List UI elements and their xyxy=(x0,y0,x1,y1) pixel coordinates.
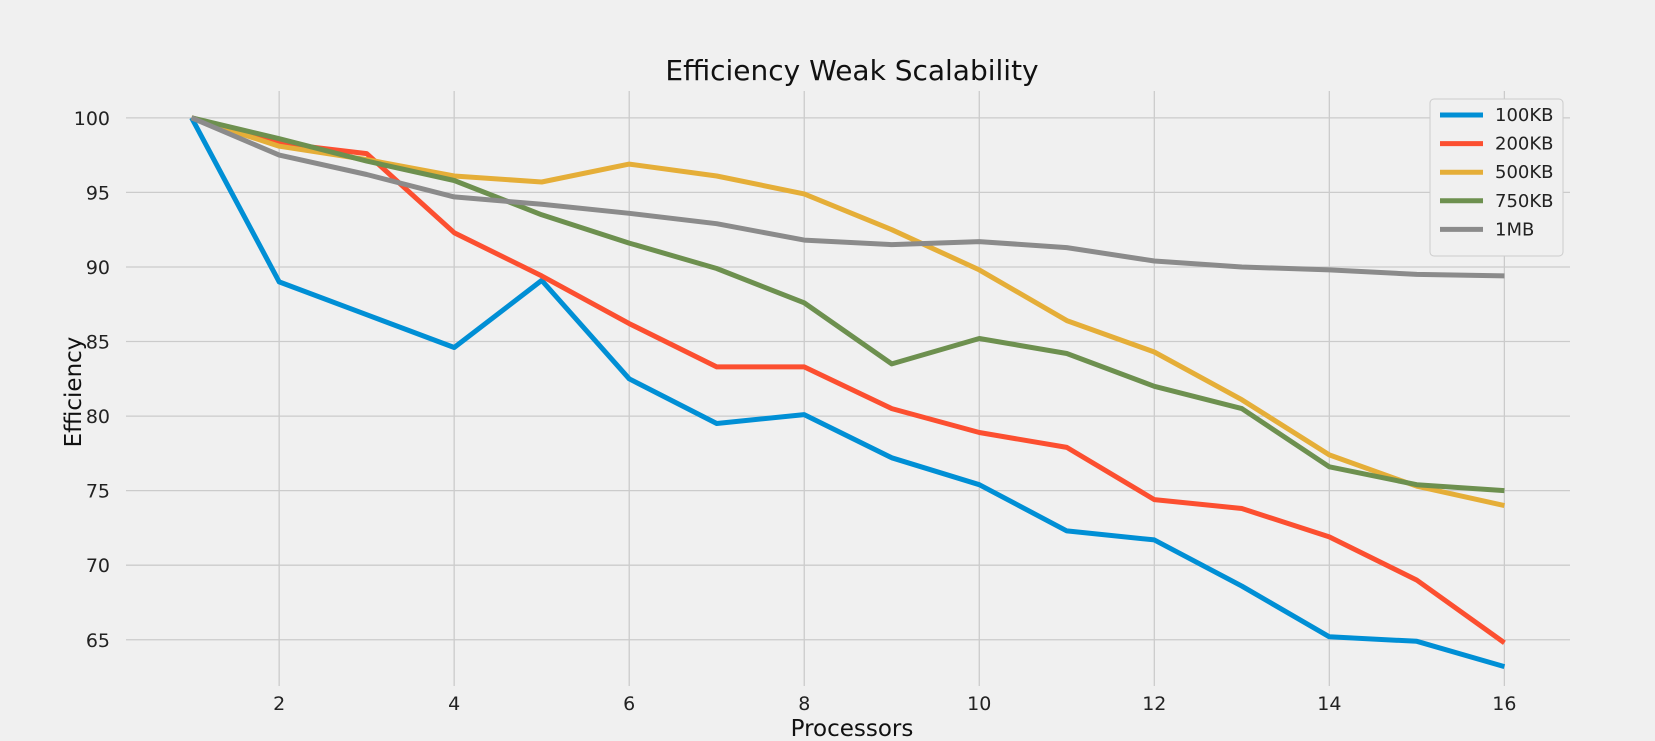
y-tick-label: 75 xyxy=(86,481,110,503)
x-tick-label: 10 xyxy=(967,693,991,715)
y-tick-labels: 65 70 75 80 85 90 95 100 xyxy=(74,108,110,652)
y-axis-label: Efficiency xyxy=(61,337,87,448)
series-line-500kb xyxy=(190,115,1505,509)
y-tick-label: 65 xyxy=(86,630,110,652)
y-tick-label: 80 xyxy=(86,406,110,428)
series-line-100kb xyxy=(189,116,1506,670)
series-lines xyxy=(189,115,1506,670)
y-tick-label: 85 xyxy=(86,332,110,354)
chart-title: Efficiency Weak Scalability xyxy=(665,54,1038,87)
y-tick-label: 90 xyxy=(86,257,110,279)
x-tick-label: 2 xyxy=(273,693,285,715)
legend: 100KB 200KB 500KB 750KB 1MB xyxy=(1429,98,1564,257)
legend-label: 100KB xyxy=(1495,105,1554,126)
y-tick-label: 95 xyxy=(86,182,110,204)
y-tick-label: 70 xyxy=(86,555,110,577)
x-tick-label: 12 xyxy=(1142,693,1166,715)
x-tick-label: 4 xyxy=(448,693,460,715)
legend-label: 1MB xyxy=(1495,219,1534,240)
series-line-1mb xyxy=(190,115,1505,279)
y-tick-label: 100 xyxy=(74,108,110,130)
legend-label: 200KB xyxy=(1495,134,1554,155)
x-tick-labels: 2 4 6 8 10 12 14 16 xyxy=(273,693,1516,715)
x-tick-label: 8 xyxy=(798,693,810,715)
x-tick-label: 14 xyxy=(1317,693,1341,715)
x-axis-label: Processors xyxy=(791,716,914,741)
x-tick-label: 6 xyxy=(623,693,635,715)
gridlines xyxy=(126,91,1570,686)
legend-label: 750KB xyxy=(1495,191,1554,212)
series-line-750kb xyxy=(191,115,1505,494)
x-tick-label: 16 xyxy=(1492,693,1516,715)
legend-label: 500KB xyxy=(1495,162,1554,183)
legend-box xyxy=(1429,98,1564,257)
series-line-200kb xyxy=(190,115,1506,645)
